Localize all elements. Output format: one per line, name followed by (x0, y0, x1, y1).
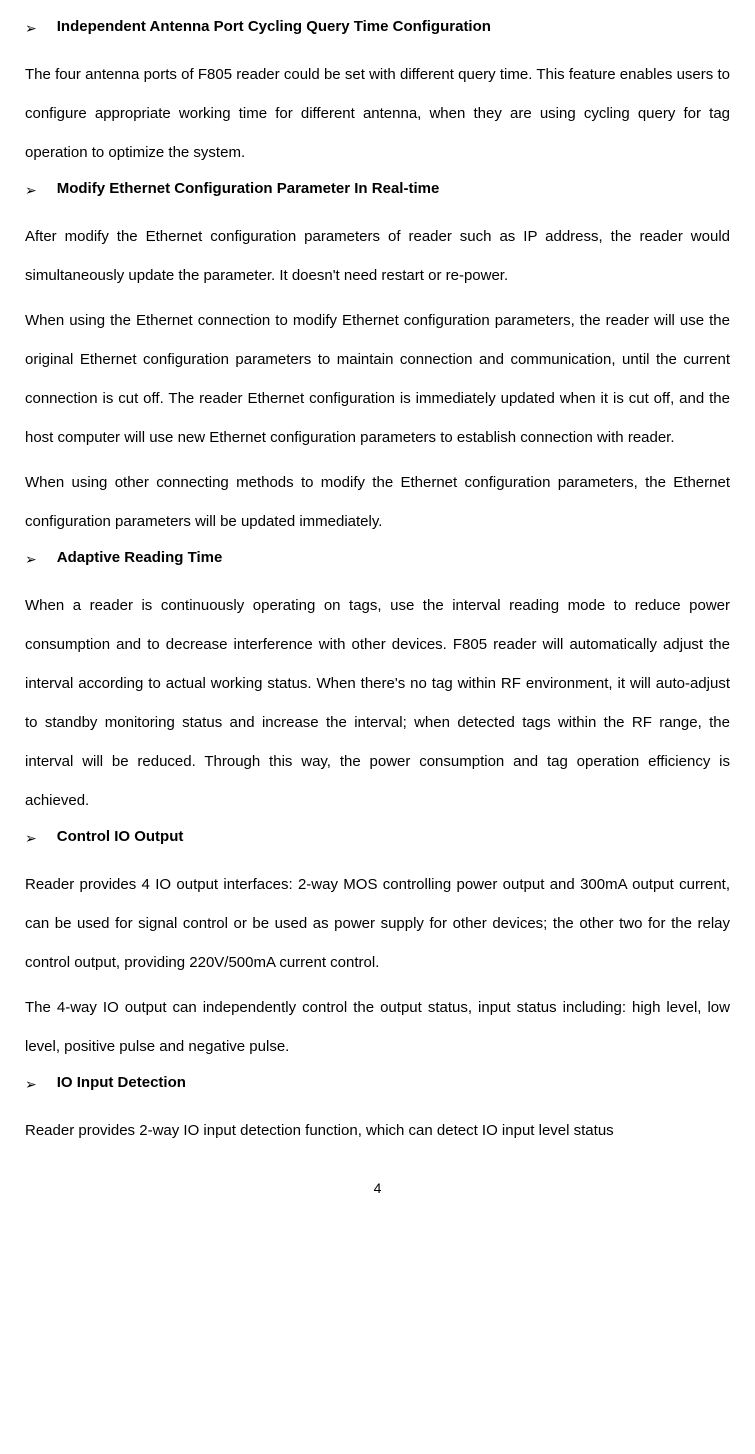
paragraph-text: Reader provides 4 IO output interfaces: … (25, 865, 730, 982)
paragraph-text: When using the Ethernet connection to mo… (25, 301, 730, 457)
bullet-arrow-icon: ➢ (25, 182, 37, 199)
bullet-arrow-icon: ➢ (25, 1076, 37, 1093)
heading-text: Independent Antenna Port Cycling Query T… (57, 18, 491, 35)
paragraph-text: The four antenna ports of F805 reader co… (25, 55, 730, 172)
paragraph-text: Reader provides 2-way IO input detection… (25, 1111, 730, 1150)
heading-text: Modify Ethernet Configuration Parameter … (57, 180, 440, 197)
paragraph-text: When a reader is continuously operating … (25, 586, 730, 820)
paragraph-text: The 4-way IO output can independently co… (25, 988, 730, 1066)
section-heading-5: ➢ IO Input Detection (25, 1074, 730, 1093)
bullet-arrow-icon: ➢ (25, 551, 37, 568)
bullet-arrow-icon: ➢ (25, 830, 37, 847)
bullet-arrow-icon: ➢ (25, 20, 37, 37)
paragraph-text: When using other connecting methods to m… (25, 463, 730, 541)
heading-text: Adaptive Reading Time (57, 549, 223, 566)
section-heading-4: ➢ Control IO Output (25, 828, 730, 847)
heading-text: IO Input Detection (57, 1074, 186, 1091)
section-heading-3: ➢ Adaptive Reading Time (25, 549, 730, 568)
section-heading-2: ➢ Modify Ethernet Configuration Paramete… (25, 180, 730, 199)
document-content: ➢ Independent Antenna Port Cycling Query… (25, 18, 730, 1196)
heading-text: Control IO Output (57, 828, 184, 845)
page-number: 4 (25, 1180, 730, 1196)
section-heading-1: ➢ Independent Antenna Port Cycling Query… (25, 18, 730, 37)
paragraph-text: After modify the Ethernet configuration … (25, 217, 730, 295)
